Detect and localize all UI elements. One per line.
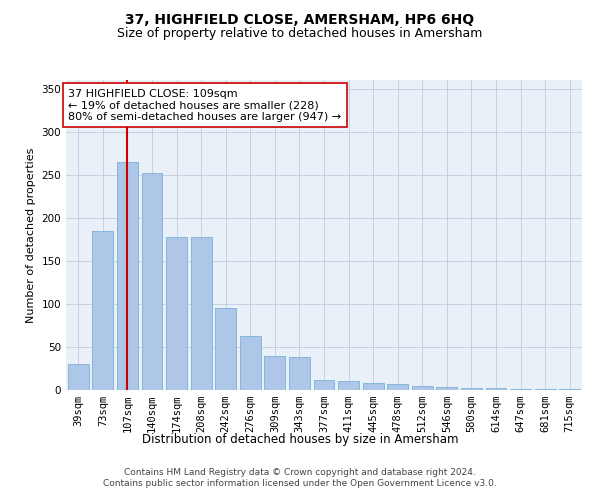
Bar <box>117 162 138 390</box>
Y-axis label: Number of detached properties: Number of detached properties <box>26 148 36 322</box>
Bar <box>485 388 506 390</box>
Bar <box>166 236 187 390</box>
Bar <box>289 358 310 390</box>
Bar <box>92 230 113 390</box>
Bar <box>436 386 457 390</box>
Text: Size of property relative to detached houses in Amersham: Size of property relative to detached ho… <box>118 28 482 40</box>
Text: Contains HM Land Registry data © Crown copyright and database right 2024.
Contai: Contains HM Land Registry data © Crown c… <box>103 468 497 487</box>
Bar <box>412 386 433 390</box>
Bar <box>265 356 286 390</box>
Bar <box>314 380 334 390</box>
Bar <box>240 336 261 390</box>
Bar <box>461 388 482 390</box>
Bar <box>338 382 359 390</box>
Bar <box>215 308 236 390</box>
Bar <box>68 364 89 390</box>
Bar <box>510 389 531 390</box>
Text: Distribution of detached houses by size in Amersham: Distribution of detached houses by size … <box>142 432 458 446</box>
Bar <box>362 383 383 390</box>
Bar <box>535 389 556 390</box>
Text: 37, HIGHFIELD CLOSE, AMERSHAM, HP6 6HQ: 37, HIGHFIELD CLOSE, AMERSHAM, HP6 6HQ <box>125 12 475 26</box>
Bar <box>142 173 163 390</box>
Bar <box>559 389 580 390</box>
Bar <box>387 384 408 390</box>
Text: 37 HIGHFIELD CLOSE: 109sqm
← 19% of detached houses are smaller (228)
80% of sem: 37 HIGHFIELD CLOSE: 109sqm ← 19% of deta… <box>68 88 341 122</box>
Bar <box>191 236 212 390</box>
